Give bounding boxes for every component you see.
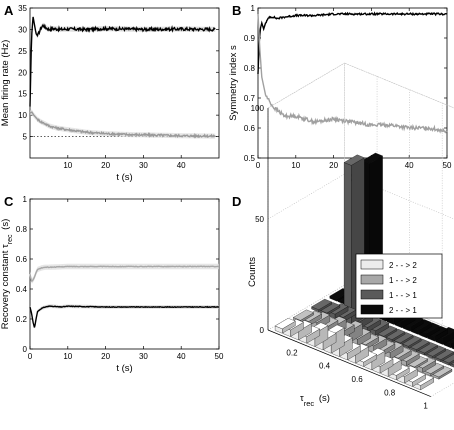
x-tick-label: 10 [63, 352, 72, 361]
y-axis-subscript: rec [7, 234, 14, 244]
panel-label-b: B [232, 3, 241, 18]
bar-top-face [274, 318, 296, 330]
legend-entry: 1 - - > 1 [389, 291, 417, 300]
bar-top-face [292, 309, 314, 321]
series-line [257, 11, 448, 75]
x-tick-label: 30 [139, 161, 148, 170]
y-tick-label: 25 [18, 47, 27, 56]
panel-a-chart: 10 20 30 40 5 10 15 20 25 30 35 t (s) Mean firing ra… [0, 4, 220, 183]
y-tick-label: 1 [251, 4, 256, 13]
series-line [29, 265, 220, 283]
y-axis-label: Recovery constant τrec (s) [0, 219, 14, 330]
y-tick-label: 0.5 [244, 154, 256, 163]
bar-front-face [343, 162, 352, 326]
plot-frame [257, 7, 448, 159]
z-grid-line [267, 173, 454, 220]
bar [431, 366, 453, 380]
y-tick-label: 15 [18, 90, 27, 99]
panel-label-d: D [232, 194, 241, 209]
bar [274, 318, 296, 334]
x-tick-label: 40 [177, 352, 186, 361]
y-axis-unit: (s) [0, 219, 11, 233]
legend-entry: 2 - - > 1 [389, 306, 417, 315]
legend-entry: 1 - - > 2 [389, 276, 417, 285]
legend-swatch [360, 304, 384, 315]
y-tick-label: 0.2 [16, 315, 28, 324]
z-grid-line [267, 62, 454, 109]
z-axis-label: Counts [247, 257, 258, 287]
y-axis-symbol: τ [0, 244, 11, 248]
bar-top-face [361, 152, 383, 164]
legend-swatch [360, 289, 384, 300]
x-tick-label: 20 [101, 352, 110, 361]
x-tick-label: 0 [256, 161, 261, 170]
x-axis-unit: (s) [316, 393, 330, 404]
legend-swatch [360, 274, 384, 285]
y-tick-label: 20 [18, 68, 27, 77]
x-axis-subscript: rec [304, 399, 315, 408]
x-tick-label: 0.2 [286, 348, 298, 357]
panel-label-a: A [4, 3, 14, 18]
series-band [30, 263, 219, 284]
x-tick-label: 40 [177, 161, 186, 170]
x-tick-label: 0.8 [384, 388, 396, 397]
y-tick-label: 0.7 [244, 94, 256, 103]
legend-entry: 2 - - > 2 [389, 261, 417, 270]
y-axis-label: Mean firing rate (Hz) [0, 40, 11, 127]
x-tick-label: 30 [139, 352, 148, 361]
x-tick-label: 10 [291, 161, 300, 170]
z-tick-label: 0 [260, 326, 265, 335]
bar [425, 345, 447, 359]
y-tick-label: 0.6 [16, 255, 28, 264]
y-tick-label: 0.6 [244, 124, 256, 133]
y-tick-label: 0.4 [16, 285, 28, 294]
x-tick-label: 1 [423, 402, 428, 411]
x-tick-label: 0.4 [319, 362, 331, 371]
x-tick-label: 0.6 [352, 375, 364, 384]
series-line [257, 13, 448, 134]
z-tick-label: 100 [251, 104, 265, 113]
series-line [29, 305, 220, 328]
back-wall [344, 62, 454, 331]
x-tick-label: 40 [405, 161, 414, 170]
legend-swatch [360, 259, 384, 270]
y-tick-label: 35 [18, 4, 27, 13]
bar [311, 298, 333, 313]
bar-top-face [343, 154, 365, 166]
plot-frame [29, 198, 220, 350]
y-tick-label: 30 [18, 25, 27, 34]
x-axis-label: t (s) [116, 363, 132, 374]
x-axis-label: τrec (s) [300, 393, 330, 408]
y-tick-label: 5 [23, 133, 28, 142]
series-line [29, 111, 216, 139]
y-tick-label: 0.9 [244, 34, 256, 43]
y-axis-label: Symmetry index s [228, 45, 239, 121]
x-tick-label: 10 [63, 161, 72, 170]
x-axis-label: t (s) [116, 172, 132, 183]
x-tick-label: 50 [215, 352, 224, 361]
y-tick-label: 0 [23, 345, 28, 354]
series-line [29, 16, 216, 107]
x-tick-label: 20 [329, 161, 338, 170]
bar [392, 332, 414, 346]
panel-c-chart: 0 10 20 30 40 50 0 0.2 0.4 0.6 0.8 1 t (s) Recovery c… [0, 195, 224, 374]
x-tick-label: 50 [443, 161, 452, 170]
bar [408, 338, 430, 353]
panel-label-c: C [4, 194, 14, 209]
y-tick-label: 1 [23, 195, 28, 204]
bar-top-face [311, 298, 333, 310]
x-tick-label: 0 [28, 352, 33, 361]
y-tick-label: 0.8 [244, 64, 256, 73]
x-axis-symbol: τ [300, 393, 304, 404]
x-tick-label: 20 [101, 161, 110, 170]
z-tick-label: 50 [255, 215, 264, 224]
y-tick-label: 10 [18, 111, 27, 120]
y-tick-label: 0.8 [16, 225, 28, 234]
x-axis-line [267, 329, 431, 397]
